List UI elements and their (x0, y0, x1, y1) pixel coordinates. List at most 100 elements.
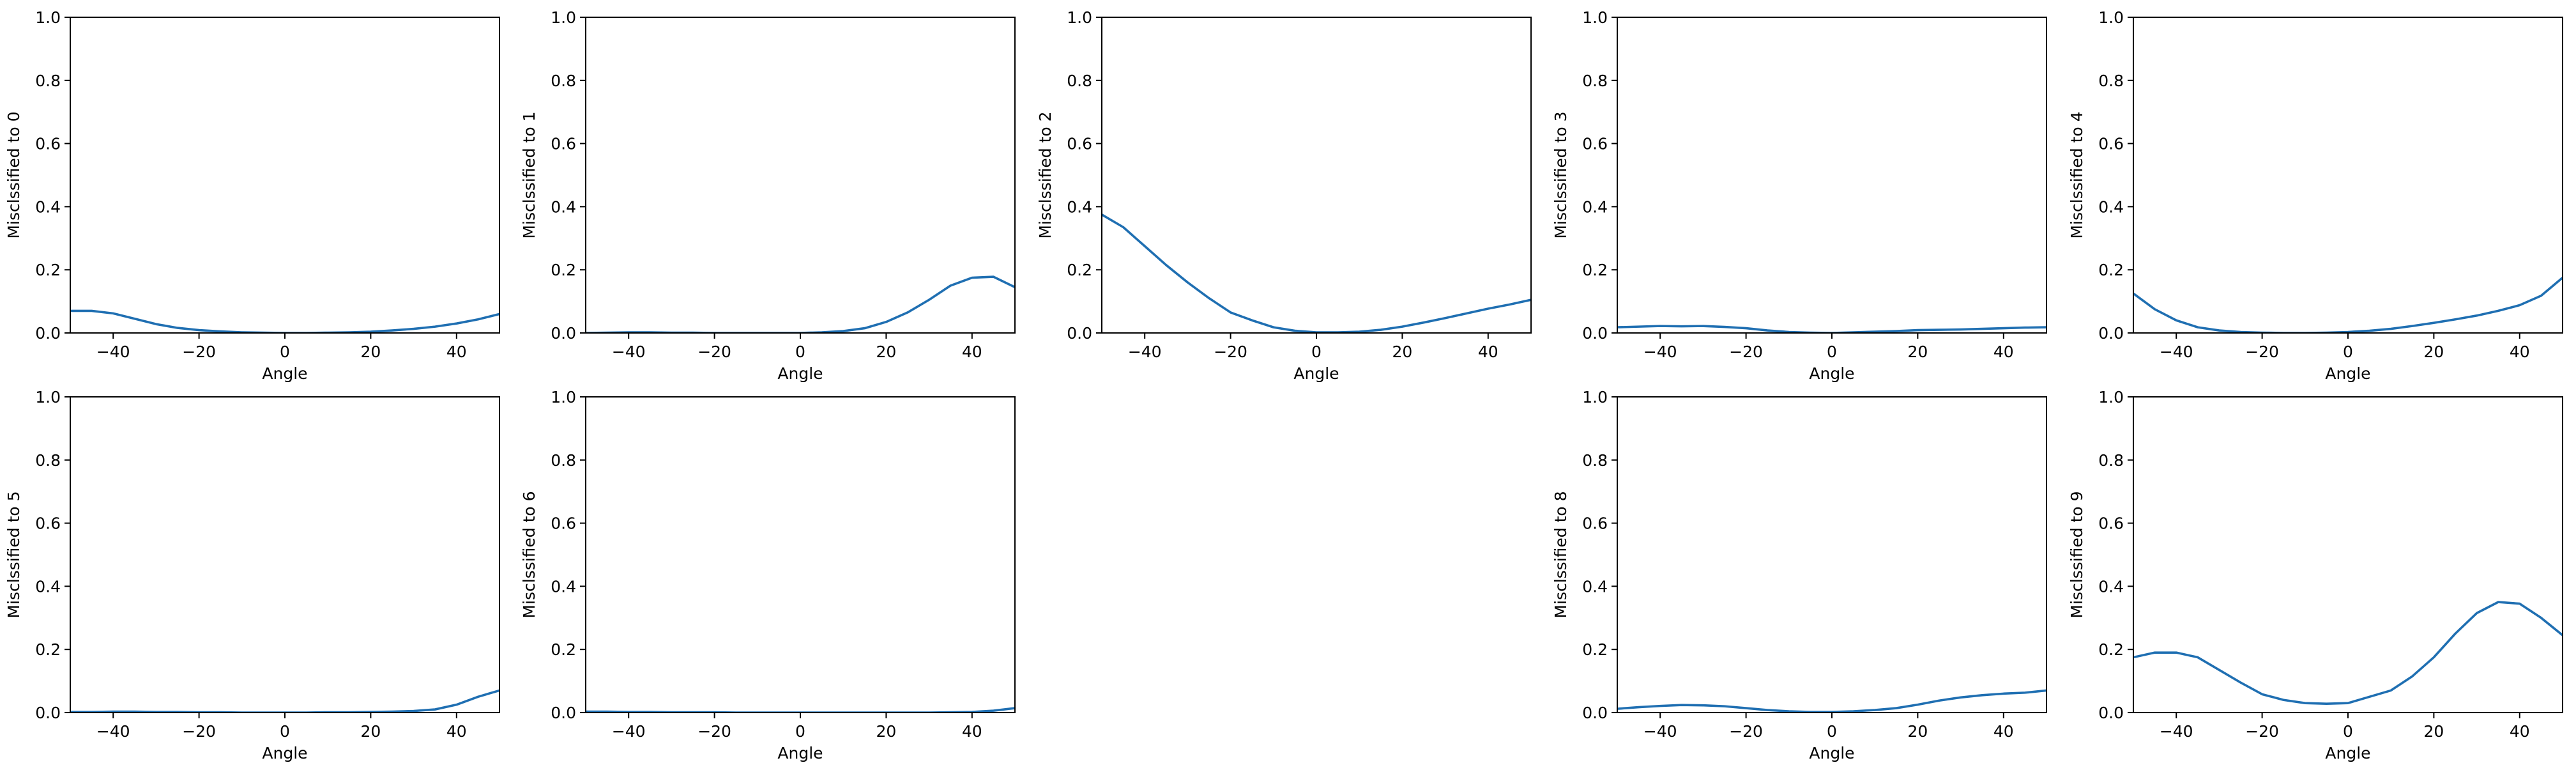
y-tick-label: 1.0 (1582, 8, 1608, 27)
y-axis-label: Misclssified to 2 (1036, 111, 1055, 238)
y-tick-label: 0.4 (1067, 197, 1092, 216)
y-tick-label: 0.4 (35, 577, 61, 596)
x-tick-label: −20 (2245, 722, 2279, 741)
x-tick-label: 20 (1392, 343, 1412, 361)
series-line (1617, 325, 2046, 333)
series-line (586, 707, 1015, 713)
x-tick-label: −40 (1128, 343, 1162, 361)
series-line (586, 275, 1015, 333)
x-tick-label: 40 (2510, 343, 2530, 361)
y-tick-label: 0.0 (2098, 324, 2124, 343)
y-tick-label: 0.6 (1582, 135, 1608, 153)
y-axis-label: Misclssified to 0 (4, 111, 23, 238)
y-tick-label: 0.2 (35, 261, 61, 279)
x-axis-label: Angle (1293, 364, 1339, 383)
axes-frame (70, 17, 500, 334)
x-tick-label: −20 (1214, 343, 1247, 361)
x-tick-label: 0 (1311, 343, 1322, 361)
x-tick-label: 20 (360, 722, 381, 741)
axes-frame (2133, 396, 2563, 713)
x-tick-label: −40 (1643, 722, 1677, 741)
y-tick-label: 0.4 (2098, 197, 2124, 216)
y-tick-label: 1.0 (1067, 8, 1092, 27)
y-tick-label: 0.6 (2098, 135, 2124, 153)
y-tick-label: 0.8 (2098, 451, 2124, 470)
axes-frame (1617, 17, 2047, 334)
y-tick-label: 1.0 (35, 8, 61, 27)
y-tick-label: 0.0 (551, 704, 576, 722)
y-axis-label: Misclssified to 8 (1551, 491, 1570, 618)
y-tick-label: 1.0 (551, 8, 576, 27)
x-tick-label: −40 (612, 343, 646, 361)
x-tick-label: −20 (182, 343, 216, 361)
y-tick-label: 0.6 (1067, 135, 1092, 153)
y-tick-label: 0.6 (551, 135, 576, 153)
x-tick-label: 40 (2510, 722, 2530, 741)
subplot-0: −40 −20 0 20 40 0.0 0.2 0.4 0.6 0.8 1.0 Angle Miscls… (4, 8, 500, 383)
x-tick-label: 20 (2423, 722, 2444, 741)
y-tick-label: 1.0 (2098, 8, 2124, 27)
series-line (1102, 213, 1531, 333)
y-tick-label: 1.0 (551, 388, 576, 406)
x-tick-label: −20 (1729, 722, 1763, 741)
y-tick-label: 0.2 (551, 640, 576, 659)
x-tick-label: 0 (2343, 722, 2353, 741)
y-tick-label: 1.0 (2098, 388, 2124, 406)
axes-frame (2133, 17, 2563, 334)
subplot-2: −40 −20 0 20 40 0.0 0.2 0.4 0.6 0.8 1.0 Angle Miscls… (1036, 8, 1532, 383)
x-axis-label: Angle (262, 364, 307, 383)
x-tick-label: −40 (96, 722, 130, 741)
y-axis-label: Misclssified to 9 (2068, 491, 2086, 618)
x-tick-label: 0 (795, 343, 805, 361)
x-tick-label: −20 (1729, 343, 1763, 361)
subplot-3: −40 −20 0 20 40 0.0 0.2 0.4 0.6 0.8 1.0 Angle Miscls… (1551, 8, 2047, 383)
subplot-1: −40 −20 0 20 40 0.0 0.2 0.4 0.6 0.8 1.0 Angle Miscls… (520, 8, 1016, 383)
y-tick-label: 0.6 (35, 135, 61, 153)
y-tick-label: 0.2 (2098, 261, 2124, 279)
x-tick-label: 20 (2423, 343, 2444, 361)
x-tick-label: 0 (1827, 343, 1837, 361)
y-tick-label: 0.2 (2098, 640, 2124, 659)
x-tick-label: −40 (612, 722, 646, 741)
y-axis-label: Misclssified to 1 (520, 111, 538, 238)
subplot-8: −40 −20 0 20 40 0.0 0.2 0.4 0.6 0.8 1.0 Angle Miscls… (2068, 388, 2563, 762)
y-tick-label: 0.8 (2098, 72, 2124, 90)
y-tick-label: 0.4 (1582, 197, 1608, 216)
y-tick-label: 0.0 (1067, 324, 1092, 343)
y-tick-label: 0.0 (551, 324, 576, 343)
axes-frame (70, 396, 500, 713)
x-tick-label: −40 (1643, 343, 1677, 361)
y-tick-label: 0.4 (551, 577, 576, 596)
x-tick-label: 40 (962, 343, 982, 361)
y-tick-label: 1.0 (1582, 388, 1608, 406)
x-axis-label: Angle (777, 364, 823, 383)
x-axis-label: Angle (2325, 364, 2370, 383)
y-tick-label: 0.4 (2098, 577, 2124, 596)
x-tick-label: 0 (1827, 722, 1837, 741)
series-line (70, 689, 499, 713)
x-tick-label: 40 (1993, 722, 2014, 741)
series-line (2133, 601, 2563, 705)
x-tick-label: −20 (697, 722, 731, 741)
x-axis-label: Angle (262, 744, 307, 762)
y-tick-label: 0.8 (1582, 72, 1608, 90)
y-tick-label: 0.2 (1067, 261, 1092, 279)
axes-frame (1101, 17, 1532, 334)
y-tick-label: 0.0 (35, 324, 61, 343)
y-tick-label: 0.2 (35, 640, 61, 659)
x-tick-label: −20 (2245, 343, 2279, 361)
y-tick-label: 0.4 (551, 197, 576, 216)
series-line (1617, 689, 2046, 713)
x-axis-label: Angle (777, 744, 823, 762)
y-tick-label: 0.0 (1582, 324, 1608, 343)
series-line (2133, 276, 2563, 333)
subplot-6: −40 −20 0 20 40 0.0 0.2 0.4 0.6 0.8 1.0 Angle Miscls… (520, 388, 1016, 762)
y-tick-label: 0.8 (551, 451, 576, 470)
y-tick-label: 0.8 (35, 451, 61, 470)
x-tick-label: −40 (96, 343, 130, 361)
y-tick-label: 0.8 (551, 72, 576, 90)
y-axis-label: Misclssified to 5 (4, 491, 23, 618)
y-axis-label: Misclssified to 6 (520, 491, 538, 618)
y-tick-label: 0.2 (551, 261, 576, 279)
